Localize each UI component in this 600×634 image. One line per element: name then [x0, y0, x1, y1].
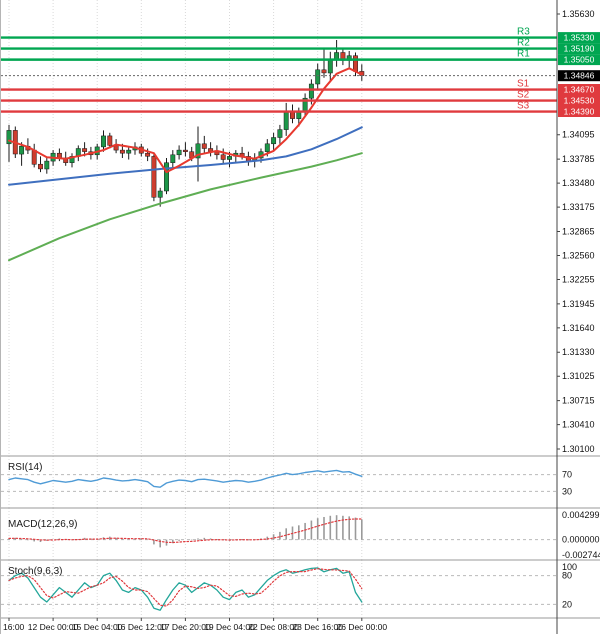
ma-mid-line — [8, 126, 363, 186]
price-tick-label: 1.32255 — [562, 274, 595, 284]
resistance-price-badge-text: 1.35330 — [564, 33, 595, 43]
price-tick-label: 1.30100 — [562, 444, 595, 454]
support-price-badge-text: 1.34530 — [564, 96, 595, 106]
macd-signal-line — [8, 518, 363, 544]
support-level-label: S3 — [517, 101, 530, 112]
price-tick-label: 1.30715 — [562, 396, 595, 406]
support-level-label: S1 — [517, 79, 530, 90]
rsi-line — [8, 469, 363, 488]
price-tick-label: 1.31945 — [562, 299, 595, 309]
resistance-level-label: R1 — [517, 49, 530, 60]
macd-scale-label: 0.000000 — [562, 535, 600, 545]
price-tick-label: 1.30410 — [562, 420, 595, 430]
time-axis-label: 23 Dec 16:00 — [292, 622, 343, 632]
resistance-price-badge-text: 1.35050 — [564, 55, 595, 65]
rsi-scale-label: 30 — [562, 486, 572, 496]
resistance-price-badge — [558, 32, 600, 44]
macd-indicator-label: MACD(12,26,9) — [8, 519, 78, 530]
price-tick-label: 1.33480 — [562, 178, 595, 188]
stoch-indicator-label: Stoch(9,6,3) — [8, 566, 63, 577]
current-price-badge — [558, 70, 600, 82]
support-price-badge-text: 1.34390 — [564, 107, 595, 117]
time-axis-label: 19 Dec 04:00 — [204, 622, 255, 632]
time-axis-label: 22 Dec 08:00 — [248, 622, 299, 632]
price-tick-label: 1.35630 — [562, 9, 595, 19]
current-price-badge-text: 1.34846 — [564, 71, 595, 81]
price-tick-label: 1.34095 — [562, 130, 595, 140]
macd-scale-label: 0.004299 — [562, 510, 600, 520]
support-price-badge — [558, 84, 600, 95]
stoch-d-line — [8, 568, 363, 607]
resistance-level-label: R2 — [517, 38, 530, 49]
time-axis-label: 17 Dec 20:00 — [160, 622, 211, 632]
price-scale: 1.35630 1.34095 1.33785 1.33480 1.33175 1.328… — [557, 9, 600, 454]
ma-slow-line — [8, 152, 363, 262]
price-tick-label: 1.31330 — [562, 347, 595, 357]
rsi-panel: 70 30 — [1, 469, 572, 496]
support-level-label: S2 — [517, 90, 530, 101]
macd-panel: 0.004299 0.000000 -0.002744 — [1, 510, 600, 560]
price-tick-label: 1.32560 — [562, 250, 595, 260]
stoch-scale-label: 80 — [562, 571, 572, 581]
rsi-scale-label: 70 — [562, 470, 572, 480]
price-tick-label: 1.31025 — [562, 371, 595, 381]
price-tick-label: 1.33785 — [562, 154, 595, 164]
rsi-indicator-label: RSI(14) — [8, 462, 43, 473]
stoch-scale-label: 100 — [562, 562, 577, 572]
price-tick-label: 1.31640 — [562, 323, 595, 333]
time-axis-label: 16 Dec 12:00 — [116, 622, 167, 632]
support-price-badge — [558, 95, 600, 106]
time-axis-label: 26 Dec 00:00 — [337, 622, 388, 632]
resistance-price-badge — [558, 43, 600, 55]
macd-scale-label: -0.002744 — [562, 550, 600, 560]
resistance-price-badge — [558, 54, 600, 66]
support-price-badge — [558, 106, 600, 117]
support-price-badge-text: 1.34670 — [564, 85, 595, 95]
time-axis-label: 15 Dec 04:00 — [72, 622, 123, 632]
resistance-level-label: R3 — [517, 27, 530, 38]
stoch-k-line — [8, 567, 363, 611]
stoch-scale-label: 20 — [562, 599, 572, 609]
time-axis-label: 16:00 — [3, 622, 25, 632]
price-tick-label: 1.33175 — [562, 202, 595, 212]
resistance-price-badge-text: 1.35190 — [564, 44, 595, 54]
time-axis-label: 12 Dec 00:00 — [28, 622, 79, 632]
price-tick-label: 1.32865 — [562, 227, 595, 237]
